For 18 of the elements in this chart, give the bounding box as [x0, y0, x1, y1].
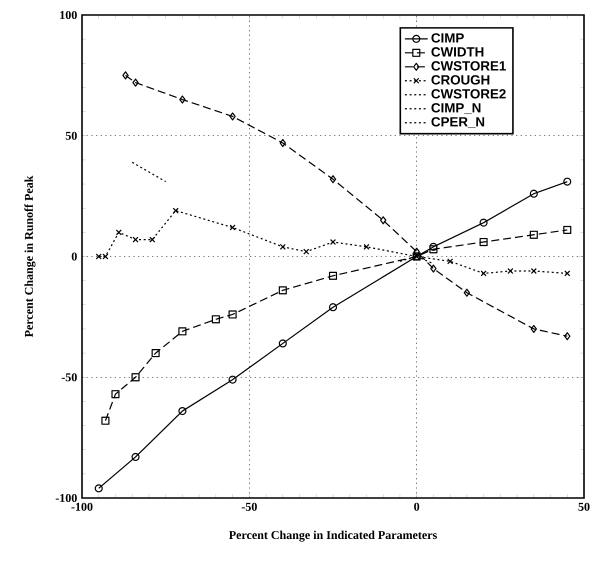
x-axis-title: Percent Change in Indicated Parameters: [229, 530, 437, 542]
legend-label: CWSTORE1: [431, 61, 506, 71]
legend-label: CPER_N: [431, 117, 484, 128]
legend-label: CWIDTH: [431, 47, 484, 57]
y-tick-label: 50: [66, 132, 77, 140]
legend-label: CIMP_N: [431, 103, 480, 114]
x-tick-label: -100: [71, 502, 93, 511]
y-tick-label: 0: [72, 252, 77, 261]
x-tick-label: 50: [578, 502, 590, 511]
x-tick-label: 0: [414, 502, 420, 511]
legend-label: CROUGH: [431, 75, 490, 85]
y-tick-label: 100: [60, 10, 77, 20]
legend-label: CWSTORE2: [431, 89, 506, 99]
y-tick-label: -100: [56, 494, 77, 502]
x-tick-label: -50: [242, 502, 257, 511]
legend-label: CIMP: [431, 33, 464, 43]
y-axis-title: Percent Change in Runoff Peak: [24, 176, 36, 338]
y-tick-label: -50: [62, 373, 77, 382]
